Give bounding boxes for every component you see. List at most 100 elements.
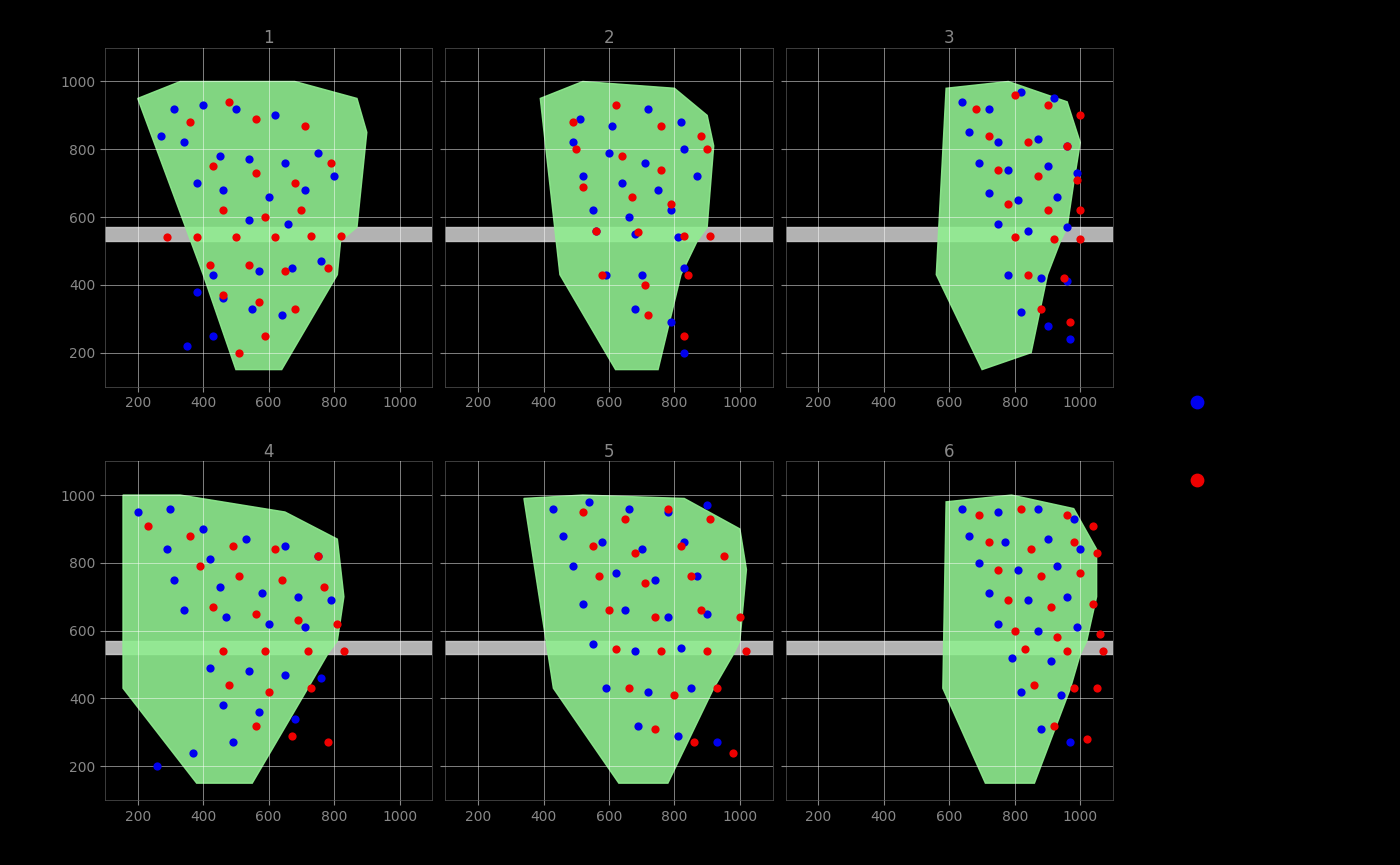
Point <box>967 556 990 570</box>
Point <box>274 265 297 279</box>
Point <box>650 163 672 176</box>
Point <box>265 542 287 556</box>
Point <box>696 143 718 157</box>
Point <box>951 502 973 516</box>
Point <box>1082 597 1105 611</box>
Bar <box>785 641 1113 654</box>
Point <box>160 502 182 516</box>
Point <box>1026 132 1049 146</box>
Point <box>280 261 302 275</box>
Point <box>696 498 718 512</box>
Point <box>657 610 679 624</box>
Point <box>1023 678 1046 692</box>
Point <box>185 285 207 298</box>
Point <box>1092 644 1114 658</box>
Point <box>1056 139 1078 153</box>
Point <box>258 685 280 699</box>
Point <box>696 644 718 658</box>
Point <box>1056 221 1078 234</box>
Point <box>192 522 214 535</box>
Point <box>1030 302 1053 316</box>
Point <box>297 644 319 658</box>
Point <box>637 309 659 323</box>
Point <box>179 115 202 129</box>
Point <box>199 553 221 567</box>
Point <box>1030 271 1053 285</box>
Point <box>624 227 647 241</box>
Point <box>316 735 339 749</box>
Point <box>987 505 1009 519</box>
Point <box>251 586 273 600</box>
Point <box>185 230 207 244</box>
Point <box>977 102 1000 116</box>
Point <box>1056 644 1078 658</box>
Point <box>329 228 351 242</box>
Point <box>617 682 640 695</box>
Point <box>218 95 241 109</box>
Point <box>673 329 696 343</box>
Point <box>601 119 623 132</box>
Point <box>644 722 666 736</box>
Point <box>1004 230 1026 244</box>
Point <box>265 230 287 244</box>
Point <box>189 560 211 573</box>
Point <box>1056 509 1078 522</box>
Point <box>1046 631 1068 644</box>
Point <box>571 170 594 183</box>
Point <box>155 542 178 556</box>
Point <box>1040 600 1063 614</box>
Point <box>274 539 297 553</box>
Point <box>211 183 234 197</box>
Point <box>1043 232 1065 246</box>
Point <box>228 346 251 360</box>
Point <box>1053 271 1075 285</box>
Point <box>277 217 300 231</box>
Point <box>146 759 168 773</box>
Point <box>307 145 329 159</box>
Point <box>689 129 711 143</box>
Point <box>300 228 322 242</box>
Point <box>605 643 627 657</box>
Point <box>218 678 241 692</box>
Point <box>1065 173 1088 187</box>
Point <box>595 682 617 695</box>
Point <box>987 136 1009 150</box>
Point <box>965 102 987 116</box>
Point <box>552 529 574 542</box>
Point <box>615 604 637 618</box>
Point <box>657 502 679 516</box>
Point <box>1014 643 1036 657</box>
Point <box>255 210 277 224</box>
Point <box>637 685 659 699</box>
Point <box>248 295 270 309</box>
Point <box>1063 512 1085 526</box>
Point <box>699 512 721 526</box>
Point <box>211 644 234 658</box>
Point <box>591 268 613 282</box>
Point <box>209 580 231 593</box>
Point <box>258 189 280 203</box>
Point <box>1060 332 1082 346</box>
Point <box>1046 189 1068 203</box>
Point <box>673 261 696 275</box>
Point <box>686 170 708 183</box>
Point <box>617 502 640 516</box>
Bar <box>105 227 433 240</box>
Point <box>1036 203 1058 217</box>
Point <box>1036 318 1058 332</box>
Point <box>578 495 601 509</box>
Point <box>300 682 322 695</box>
Point <box>150 129 172 143</box>
Point <box>1011 502 1033 516</box>
Point <box>284 176 307 190</box>
Point <box>314 580 336 593</box>
Point <box>673 346 696 360</box>
Point <box>294 183 316 197</box>
Point <box>630 542 652 556</box>
Point <box>634 576 657 590</box>
Point <box>290 203 312 217</box>
Point <box>182 746 204 759</box>
Point <box>977 586 1000 600</box>
Point <box>248 705 270 719</box>
Polygon shape <box>137 81 367 369</box>
